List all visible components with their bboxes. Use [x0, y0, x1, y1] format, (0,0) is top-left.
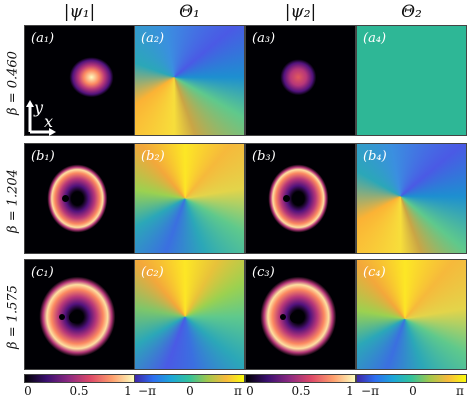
vortex-dot: [280, 314, 286, 320]
panel-label-a2: (a₂): [141, 31, 165, 46]
colorbar-theta1-phase: [134, 374, 245, 383]
panel-c3-psi2-amplitude: (c₃): [245, 259, 356, 370]
colorbar-psi2-amplitude: [245, 374, 356, 383]
panel-label-b2: (b₂): [141, 149, 165, 164]
panel-c2-theta1-phase: (c₂): [134, 259, 245, 370]
row-label-text: β = 1.204: [5, 169, 21, 233]
panel-a4-theta2-phase: (a₄): [356, 25, 467, 136]
y-arrowhead: [26, 100, 34, 107]
tick-phase2-neg-pi: −π: [361, 384, 379, 398]
panel-label-c2: (c₂): [141, 265, 164, 280]
x-arrowhead: [49, 128, 56, 136]
colorbar-theta2-phase: [356, 374, 467, 383]
panel-a3-psi2-amplitude: (a₃): [245, 25, 356, 136]
y-axis-label: y: [34, 98, 44, 117]
panel-label-a1: (a₁): [31, 31, 55, 46]
tick-phase1-pi: π: [234, 384, 242, 398]
tick-amp1-1: 1: [124, 384, 132, 398]
column-title-theta2-phase: Θ₂: [401, 2, 422, 22]
tick-phase2-zero: 0: [409, 384, 417, 398]
panel-b1-psi1-amplitude: (b₁): [24, 143, 135, 254]
vortex-dot: [61, 75, 69, 83]
column-title-theta1-phase: Θ₁: [179, 2, 200, 22]
tick-amp1-0: 0: [24, 384, 32, 398]
panel-c1-psi1-amplitude: (c₁): [24, 259, 135, 370]
panel-label-a4: (a₄): [363, 31, 387, 46]
tick-phase1-zero: 0: [186, 384, 194, 398]
row-label-text: β = 0.460: [5, 51, 21, 115]
panel-label-b4: (b₄): [363, 149, 387, 164]
panel-label-c3: (c₃): [252, 265, 275, 280]
vortex-dot: [73, 194, 82, 203]
panel-label-b1: (b₁): [31, 149, 55, 164]
row-label-b: β = 1.204: [2, 143, 24, 259]
tick-amp2-1: 1: [346, 384, 354, 398]
tick-phase1-neg-pi: −π: [138, 384, 156, 398]
panel-label-c1: (c₁): [31, 265, 54, 280]
tick-amp1-05: 0.5: [69, 384, 89, 398]
panel-label-a3: (a₃): [252, 31, 276, 46]
tick-phase2-pi: π: [456, 384, 464, 398]
panel-label-c4: (c₄): [363, 265, 386, 280]
column-title-psi2-amplitude: |ψ₂|: [284, 2, 317, 22]
tick-amp2-05: 0.5: [291, 384, 311, 398]
vortex-dot: [69, 312, 80, 323]
panel-a2-theta1-phase: (a₂): [134, 25, 245, 136]
column-title-psi1-amplitude: |ψ₁|: [63, 2, 96, 22]
vortex-dot: [59, 314, 65, 320]
x-axis-label: x: [44, 112, 54, 131]
vortex-dot: [290, 312, 301, 323]
axis-indicator: [26, 100, 56, 136]
row-label-c: β = 1.575: [2, 259, 24, 375]
tick-amp2-0: 0: [246, 384, 254, 398]
panel-c4-theta2-phase: (c₄): [356, 259, 467, 370]
panel-b3-psi2-amplitude: (b₃): [245, 143, 356, 254]
panel-b4-theta2-phase: (b₄): [356, 143, 467, 254]
panel-label-b3: (b₃): [252, 149, 276, 164]
row-label-text: β = 1.575: [5, 285, 21, 349]
row-label-a: β = 0.460: [2, 25, 24, 141]
vortex-dot: [62, 195, 69, 202]
colorbar-psi1-amplitude: [24, 374, 135, 383]
panel-b2-theta1-phase: (b₂): [134, 143, 245, 254]
vortex-dot: [283, 195, 290, 202]
